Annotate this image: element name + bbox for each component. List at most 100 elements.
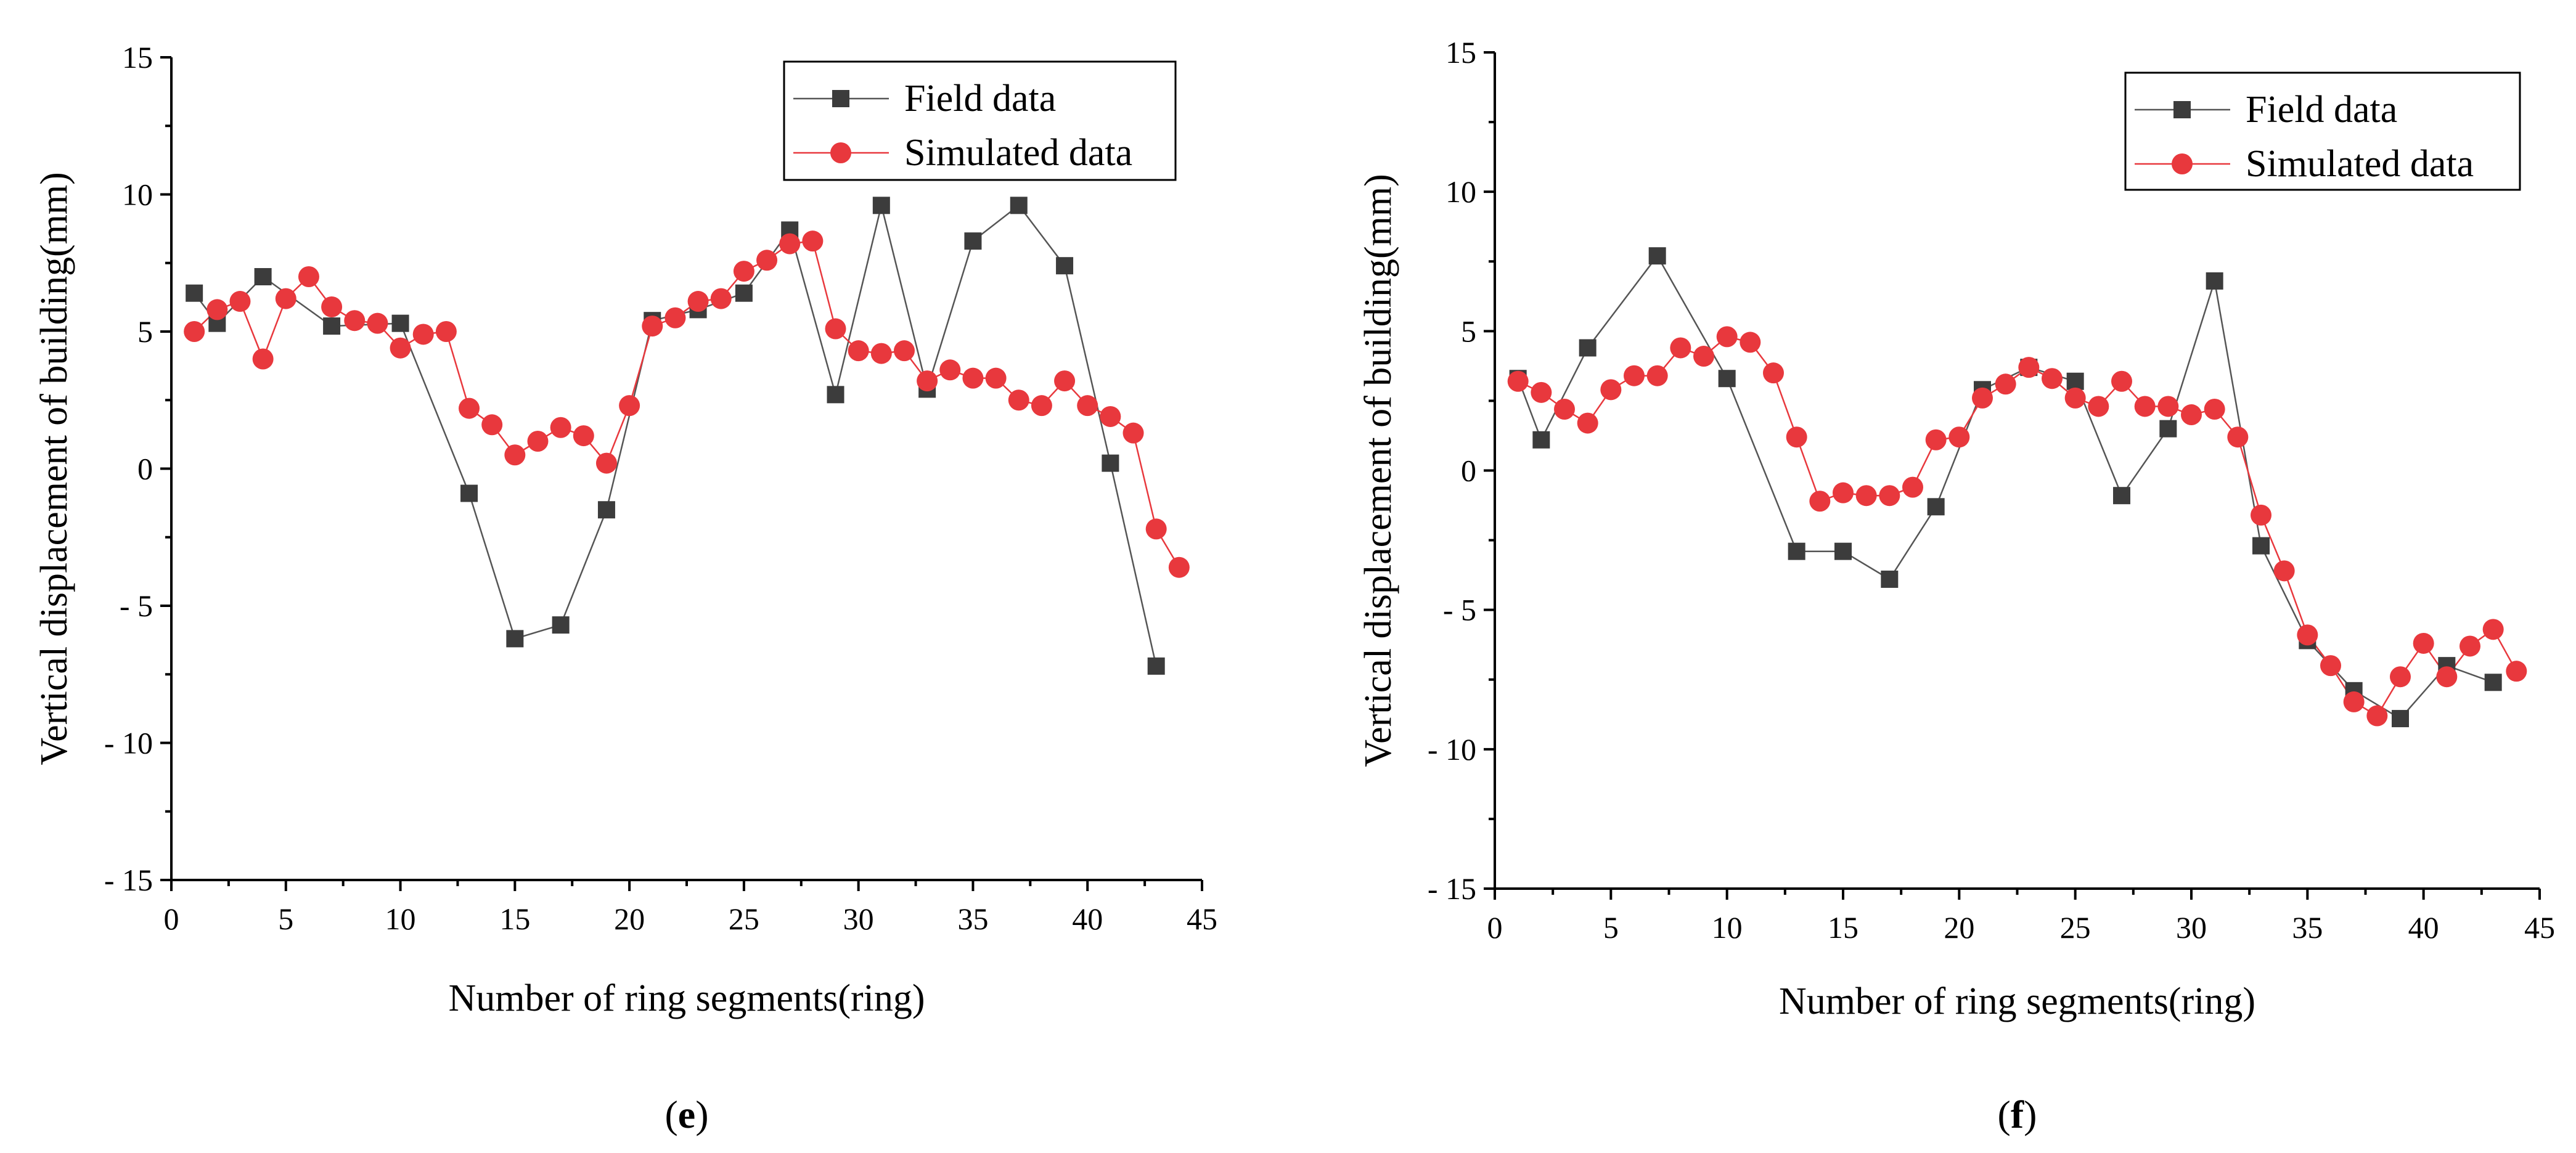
simulated-data-point bbox=[2042, 368, 2063, 389]
simulated-data-point bbox=[642, 316, 663, 337]
simulated-data-point bbox=[1554, 398, 1575, 420]
field-data-point bbox=[872, 197, 890, 214]
simulated-data-point bbox=[298, 266, 319, 287]
y-tick-label: 10 bbox=[1445, 174, 1476, 209]
simulated-data-point bbox=[1624, 365, 1645, 386]
simulated-data-point bbox=[1925, 429, 1947, 450]
x-tick-label: 0 bbox=[164, 902, 179, 936]
y-axis-title: Vertical displacement of building(mm) bbox=[1357, 174, 1399, 767]
y-tick-label: - 5 bbox=[120, 589, 153, 623]
simulated-data-point bbox=[459, 397, 480, 419]
field-data-point bbox=[1648, 247, 1666, 265]
simulated-data-point bbox=[664, 307, 686, 328]
simulated-data-point bbox=[917, 370, 938, 392]
field-data-point bbox=[735, 284, 753, 302]
y-tick-label: - 15 bbox=[104, 863, 153, 897]
simulated-data-point bbox=[527, 431, 549, 452]
field-data-point bbox=[2484, 674, 2502, 691]
y-tick-label: 0 bbox=[137, 452, 153, 486]
field-data-point bbox=[391, 314, 409, 332]
simulated-data-point bbox=[367, 312, 388, 334]
legend-field-marker bbox=[832, 90, 849, 107]
simulated-data-point bbox=[2064, 387, 2086, 409]
simulated-data-point bbox=[848, 340, 869, 362]
simulated-data-point bbox=[2297, 624, 2318, 646]
simulated-data-point bbox=[412, 324, 434, 345]
simulated-data-point bbox=[2343, 691, 2365, 712]
x-tick-label: 5 bbox=[1603, 910, 1619, 945]
simulated-data-point bbox=[2436, 666, 2458, 688]
simulated-data-point bbox=[2134, 396, 2156, 417]
y-tick-label: 15 bbox=[1445, 35, 1476, 70]
x-tick-label: 45 bbox=[2524, 910, 2555, 945]
simulated-data-point bbox=[756, 250, 778, 271]
x-tick-label: 10 bbox=[385, 902, 416, 936]
legend-box bbox=[2124, 71, 2521, 191]
simulated-data-point bbox=[435, 321, 457, 342]
chart-panel-f: 0 5 10 15 20 25 30 35 40 45 - 15 - 10 - 5 0 5 10 15 Numbe… bbox=[1357, 35, 2555, 1136]
simulated-data-point bbox=[229, 291, 251, 312]
simulated-data-line bbox=[1518, 336, 2517, 717]
x-tick-label: 20 bbox=[1944, 910, 1974, 945]
x-tick-label: 40 bbox=[2408, 910, 2439, 945]
field-data-point bbox=[1056, 257, 1074, 275]
simulated-data-point bbox=[275, 288, 296, 309]
field-data-point bbox=[2252, 537, 2270, 555]
simulated-data-point bbox=[481, 414, 503, 436]
simulated-data-point bbox=[1833, 482, 1854, 503]
simulated-data-point bbox=[1809, 491, 1831, 512]
field-data-point bbox=[827, 386, 844, 404]
simulated-data-point bbox=[2482, 619, 2504, 640]
legend: Field data Simulated data bbox=[2124, 71, 2521, 191]
simulated-data-point bbox=[1902, 476, 1923, 498]
field-data-point bbox=[2113, 487, 2130, 505]
simulated-data-point bbox=[939, 359, 961, 381]
simulated-data-point bbox=[2273, 560, 2295, 582]
x-tick-label: 10 bbox=[1712, 910, 1743, 945]
simulated-data-point bbox=[390, 337, 411, 359]
simulated-data-point bbox=[733, 261, 754, 282]
field-data-point bbox=[597, 501, 615, 519]
field-data-point bbox=[506, 630, 524, 648]
simulated-data-point bbox=[2320, 655, 2341, 677]
field-data-point bbox=[323, 317, 341, 335]
field-data-line bbox=[194, 204, 1157, 667]
simulated-data-point bbox=[2157, 396, 2179, 417]
simulated-data-point bbox=[1600, 379, 1622, 401]
simulated-data-point bbox=[1972, 387, 1993, 409]
x-tick-label: 30 bbox=[843, 902, 874, 936]
simulated-data-point bbox=[1145, 518, 1167, 540]
simulated-data-point bbox=[710, 288, 732, 309]
field-data-line bbox=[1517, 254, 2494, 720]
field-data-point bbox=[1102, 454, 1119, 472]
x-tick-label: 20 bbox=[614, 902, 645, 936]
simulated-data-point bbox=[504, 444, 526, 466]
x-tick-label: 5 bbox=[278, 902, 293, 936]
y-tick-label: - 10 bbox=[1428, 732, 1476, 767]
simulated-data-point bbox=[1670, 337, 1691, 359]
simulated-data-point bbox=[1879, 485, 1900, 507]
simulated-data-point bbox=[1577, 412, 1598, 434]
simulated-data-point bbox=[962, 367, 984, 389]
simulated-data-point bbox=[893, 340, 915, 362]
x-tick-label: 35 bbox=[2292, 910, 2323, 945]
field-data-point bbox=[1834, 542, 1852, 560]
legend-simulated-label: Simulated data bbox=[904, 132, 1132, 174]
simulated-data-point bbox=[1995, 373, 2016, 395]
simulated-data-point bbox=[2459, 635, 2480, 657]
simulated-data-point bbox=[1008, 389, 1029, 411]
x-tick-label: 35 bbox=[957, 902, 988, 936]
field-data-point bbox=[1881, 570, 1899, 588]
simulated-data-point bbox=[184, 321, 205, 342]
field-data-point bbox=[254, 268, 272, 285]
y-tick-label: 5 bbox=[1461, 314, 1476, 348]
y-tick-label: - 10 bbox=[104, 726, 153, 760]
simulated-data-point bbox=[206, 299, 228, 320]
simulated-data-point bbox=[344, 310, 366, 332]
simulated-data-point bbox=[1031, 395, 1052, 417]
field-data-point bbox=[1579, 339, 1597, 357]
simulated-data-point bbox=[595, 452, 617, 474]
field-data-point bbox=[1147, 657, 1165, 675]
legend: Field data Simulated data bbox=[783, 60, 1177, 181]
